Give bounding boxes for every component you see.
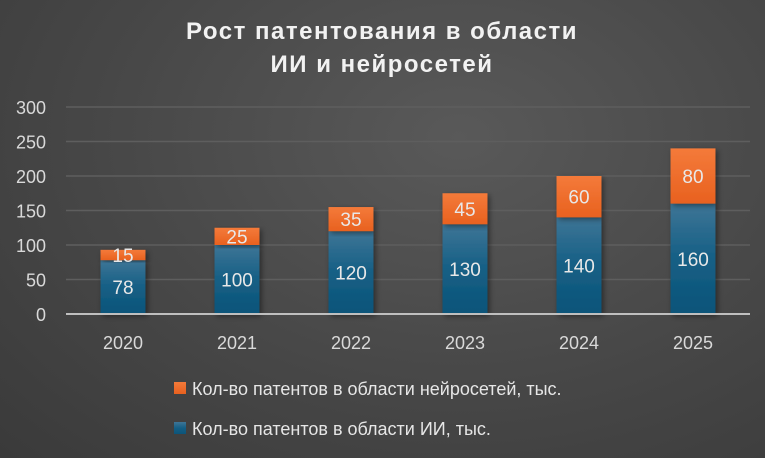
- data-label: 130: [449, 260, 481, 281]
- y-tick-label: 250: [16, 133, 46, 153]
- data-label: 45: [454, 200, 475, 221]
- data-label: 78: [112, 278, 133, 299]
- bar-segment: [328, 207, 374, 232]
- bar-segment: [100, 249, 146, 261]
- y-tick-label: 100: [16, 236, 46, 256]
- data-label: 35: [340, 210, 361, 231]
- y-tick-label: 300: [16, 98, 46, 118]
- bar-segment: [214, 227, 260, 245]
- y-tick-label: 50: [26, 271, 46, 291]
- legend-swatch-ai: [174, 422, 186, 434]
- x-tick-label: 2021: [217, 333, 257, 353]
- bar-segment: [670, 203, 716, 314]
- data-label: 160: [677, 250, 709, 271]
- bar-segment: [100, 260, 146, 314]
- x-tick-label: 2023: [445, 333, 485, 353]
- y-tick-label: 0: [36, 305, 46, 325]
- x-tick-label: 2025: [673, 333, 713, 353]
- bar-segment: [556, 217, 602, 314]
- chart-title-line2: ИИ и нейросетей: [271, 51, 494, 78]
- bar-segment: [214, 245, 260, 314]
- legend-swatch-neural: [174, 382, 186, 394]
- data-label: 80: [682, 167, 703, 188]
- y-tick-label: 200: [16, 167, 46, 187]
- x-tick-label: 2020: [103, 333, 143, 353]
- data-label: 15: [112, 246, 133, 267]
- data-label: 100: [221, 271, 253, 292]
- bar-segment: [442, 224, 488, 314]
- data-label: 140: [563, 257, 595, 278]
- bar-segment: [328, 231, 374, 314]
- bar-segment: [670, 148, 716, 204]
- bar-segment: [556, 176, 602, 218]
- legend: Кол-во патентов в области нейросетей, ты…: [174, 379, 562, 439]
- y-tick-label: 150: [16, 202, 46, 222]
- legend-label-neural: Кол-во патентов в области нейросетей, ты…: [192, 379, 562, 399]
- bar-segment: [442, 193, 488, 225]
- x-tick-label: 2022: [331, 333, 371, 353]
- data-label: 25: [226, 227, 247, 248]
- chart-title-line1: Рост патентования в области: [186, 18, 578, 45]
- data-label: 60: [568, 188, 589, 209]
- legend-label-ai: Кол-во патентов в области ИИ, тыс.: [192, 419, 491, 439]
- data-label: 120: [335, 264, 367, 285]
- x-tick-label: 2024: [559, 333, 599, 353]
